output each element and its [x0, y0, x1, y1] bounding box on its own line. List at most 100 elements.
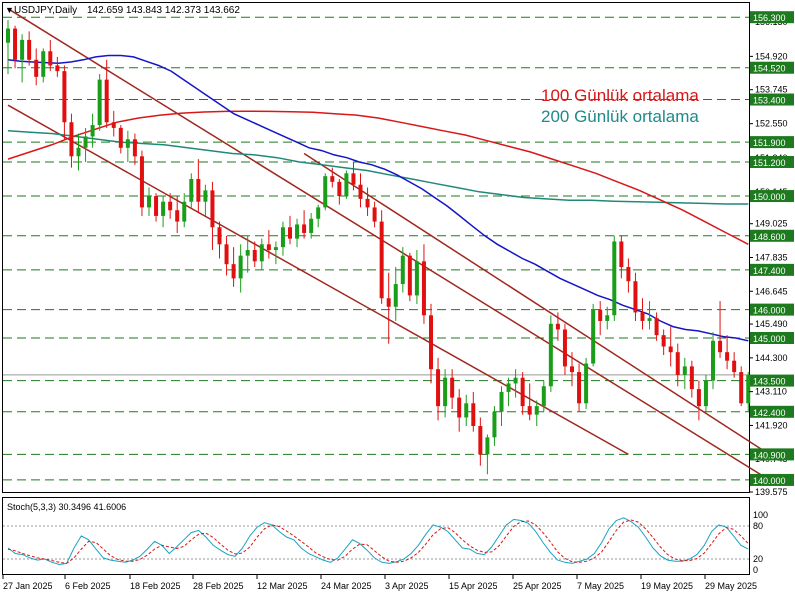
candle-bear	[562, 329, 567, 367]
x-tick-label: 3 Apr 2025	[385, 581, 429, 591]
candle-bull	[485, 437, 490, 455]
level-label-box	[750, 263, 794, 276]
candle-bear	[718, 340, 723, 353]
candle-bear	[168, 201, 173, 211]
y-tick-label: 152.550	[755, 119, 788, 129]
level-label-box	[750, 155, 794, 168]
level-label: 143.500	[753, 377, 786, 387]
candle-bear	[48, 51, 53, 66]
candle-bull	[90, 125, 95, 137]
stoch-signal-line	[7, 519, 749, 564]
candle-bear	[139, 156, 144, 208]
x-tick-label: 29 May 2025	[705, 581, 757, 591]
candle-bull	[6, 28, 10, 43]
candle-bear	[55, 65, 60, 72]
y-tick-label: 145.490	[755, 319, 788, 329]
x-tick-label: 18 Feb 2025	[130, 581, 181, 591]
level-label: 154.520	[753, 64, 786, 74]
candle-bear	[421, 261, 426, 316]
candle-bull	[182, 201, 187, 222]
candle-bear	[266, 244, 271, 250]
y-tick-label: 139.575	[755, 487, 788, 497]
candle-bear	[386, 298, 391, 307]
level-label: 146.000	[753, 306, 786, 316]
candle-bear	[111, 122, 116, 128]
candle-bear	[379, 221, 384, 299]
level-label: 140.900	[753, 450, 786, 460]
candle-bull	[541, 386, 546, 407]
stochastic-pane	[2, 497, 750, 575]
candle-bull	[492, 411, 497, 438]
ma200-line	[7, 130, 749, 205]
y-tick-label: 149.025	[755, 219, 788, 229]
stoch-main-line	[7, 517, 749, 566]
candle-bull	[344, 173, 349, 197]
level-label-box	[750, 93, 794, 106]
x-tick-label: 12 Mar 2025	[257, 581, 308, 591]
level-label-box	[750, 473, 794, 486]
candle-bear	[577, 372, 582, 404]
candle-bull	[499, 391, 504, 412]
x-tick-label: 25 Apr 2025	[513, 581, 562, 591]
y-tick-label: 143.110	[755, 387, 787, 397]
candle-bear	[739, 372, 744, 404]
stoch-scale-label: 80	[753, 521, 763, 531]
candle-bear	[231, 264, 236, 279]
candle-bear	[154, 196, 159, 216]
level-label-box	[750, 136, 794, 149]
price-axis: 156.130154.920153.745152.550151.340150.1…	[749, 17, 788, 497]
candle-bull	[400, 255, 405, 285]
candle-bull	[259, 244, 264, 262]
candle-bear	[27, 39, 32, 60]
candle-bull	[584, 363, 589, 404]
candle-bear	[689, 366, 694, 390]
level-label-box	[750, 448, 794, 461]
candle-bear	[210, 190, 215, 228]
candle-bull	[746, 374, 751, 404]
level-label-box	[750, 374, 794, 387]
candle-bear	[288, 227, 292, 239]
level-label-box	[750, 229, 794, 242]
level-label-box	[750, 331, 794, 344]
level-label-box	[750, 405, 794, 418]
trend-channels	[7, 8, 770, 481]
candle-bull	[605, 315, 610, 321]
y-tick-label: 154.920	[755, 51, 788, 61]
candle-bear	[598, 309, 603, 321]
candle-bear	[337, 181, 342, 197]
header-symbol: USDJPY,Daily	[14, 5, 77, 16]
candle-bear	[118, 127, 123, 148]
candle-bear	[668, 346, 673, 353]
candle-bear	[407, 255, 412, 296]
candle-bull	[612, 241, 617, 316]
level-label-box	[750, 303, 794, 316]
legend-ma200: 200 Günlük ortalama	[541, 107, 699, 126]
level-label: 156.300	[753, 13, 786, 23]
candle-bull	[591, 309, 596, 364]
main-pane	[2, 2, 750, 493]
x-tick-label: 6 Feb 2025	[65, 581, 111, 591]
candle-bull	[273, 247, 278, 250]
candlesticks	[6, 20, 751, 475]
candle-bear	[436, 369, 441, 407]
candle-bear	[732, 360, 737, 373]
level-label: 145.000	[753, 334, 786, 344]
stoch-title: Stoch(5,3,3) 30.3496 41.6006	[7, 502, 126, 512]
candle-bear	[13, 28, 18, 60]
level-label: 151.200	[753, 158, 786, 168]
candle-bear	[132, 139, 137, 157]
candle-bear	[457, 397, 462, 418]
stoch-scale-label: 0	[753, 565, 758, 575]
candle-bear	[69, 122, 74, 157]
level-label-box	[750, 11, 794, 24]
stochastic-lines	[3, 517, 749, 566]
candle-bull	[443, 377, 448, 407]
candle-bear	[104, 79, 109, 123]
candle-bull	[548, 323, 553, 387]
candle-bull	[295, 224, 300, 239]
y-tick-label: 147.835	[755, 253, 788, 263]
candle-bear	[351, 173, 356, 185]
ma50-line	[7, 54, 749, 342]
level-label-box	[750, 61, 794, 74]
symbol-down-triangle-icon: ▼	[5, 5, 14, 15]
